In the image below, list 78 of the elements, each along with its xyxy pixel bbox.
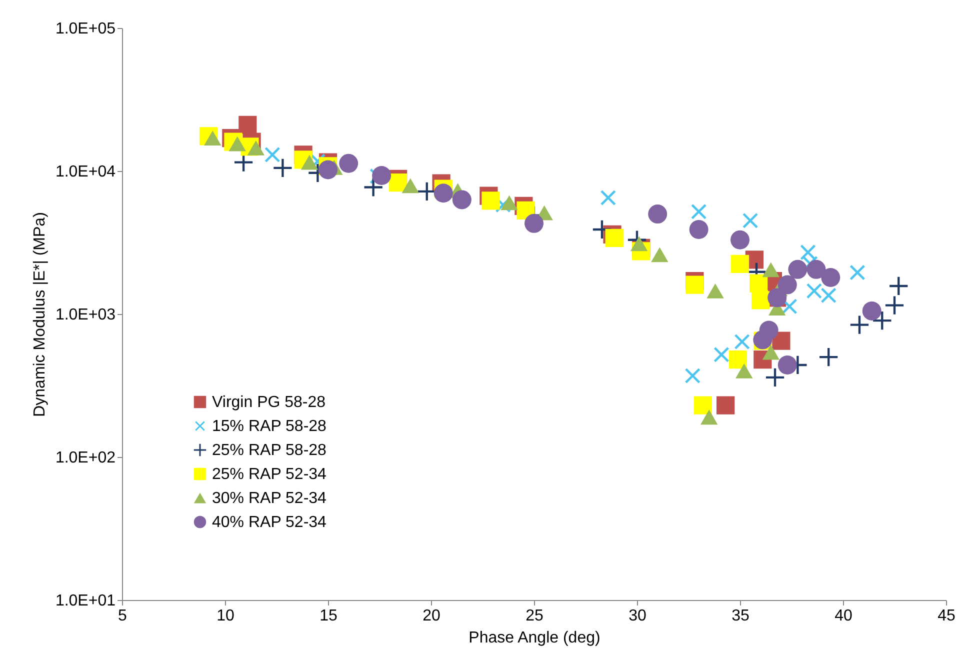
legend-label: 25% RAP 58-28 [212, 442, 327, 459]
point [762, 344, 780, 360]
x-tick-label: 30 [628, 608, 646, 624]
point [806, 260, 826, 279]
point [752, 291, 770, 310]
point [716, 396, 735, 414]
point [204, 130, 222, 146]
point [452, 190, 472, 210]
point [264, 147, 280, 162]
point [736, 363, 753, 378]
legend-label: Virgin PG 58-28 [212, 394, 326, 411]
point [694, 396, 712, 414]
point [686, 276, 704, 294]
point [300, 154, 318, 170]
point [714, 347, 729, 362]
point [651, 247, 668, 262]
point [820, 348, 838, 366]
point [402, 178, 420, 194]
point [524, 214, 544, 233]
point [689, 220, 708, 239]
legend-label: 40% RAP 52-34 [212, 514, 327, 531]
point [605, 228, 624, 248]
point [821, 288, 836, 303]
legend-label: 15% RAP 58-28 [212, 418, 327, 435]
point [742, 213, 758, 228]
point [630, 236, 648, 252]
y-tick-label: 1.0E+03 [55, 306, 116, 324]
x-tick-label: 35 [732, 608, 750, 624]
point [734, 334, 750, 350]
point [766, 368, 784, 387]
x-tick-label: 25 [526, 608, 544, 624]
point [274, 158, 292, 178]
point [728, 350, 748, 369]
point [228, 136, 246, 152]
point [850, 316, 869, 334]
point [890, 276, 908, 296]
y-tick-label: 1.0E+04 [55, 164, 116, 180]
point [821, 268, 840, 287]
point [247, 140, 265, 156]
point [730, 254, 750, 273]
x-tick-label: 10 [216, 608, 234, 624]
point [648, 204, 668, 224]
point [500, 195, 518, 210]
point [778, 356, 797, 374]
y-tick-label: 1.0E+05 [55, 20, 116, 38]
point [600, 190, 616, 206]
point [706, 283, 724, 298]
point [762, 262, 780, 278]
x-tick-label: 15 [320, 608, 338, 624]
y-tick-label: 1.0E+02 [55, 450, 116, 466]
point [388, 174, 408, 192]
x-tick-label: 20 [422, 608, 440, 624]
point [806, 283, 822, 298]
point [862, 301, 882, 320]
point [885, 296, 904, 314]
point [700, 410, 718, 425]
point [691, 204, 706, 220]
point [372, 166, 392, 185]
point [778, 275, 797, 294]
x-tick-label: 45 [938, 608, 956, 624]
point [482, 192, 500, 210]
legend-label: 30% RAP 52-34 [212, 490, 327, 507]
point [788, 260, 808, 279]
point [434, 184, 453, 203]
point [238, 116, 257, 134]
point [759, 320, 778, 340]
point [318, 160, 338, 180]
point [364, 178, 382, 196]
point [730, 230, 750, 250]
y-axis-title: Dynamic Modulus |E*| (MPa) [31, 212, 48, 417]
point [339, 154, 358, 173]
x-tick-label: 40 [834, 608, 852, 624]
x-tick-label: 5 [118, 608, 128, 624]
legend-label: 25% RAP 52-34 [212, 466, 327, 483]
x-axis-title: Phase Angle (deg) [468, 630, 600, 646]
y-tick-label: 1.0E+01 [55, 592, 116, 610]
point [850, 265, 865, 280]
point [685, 368, 700, 384]
